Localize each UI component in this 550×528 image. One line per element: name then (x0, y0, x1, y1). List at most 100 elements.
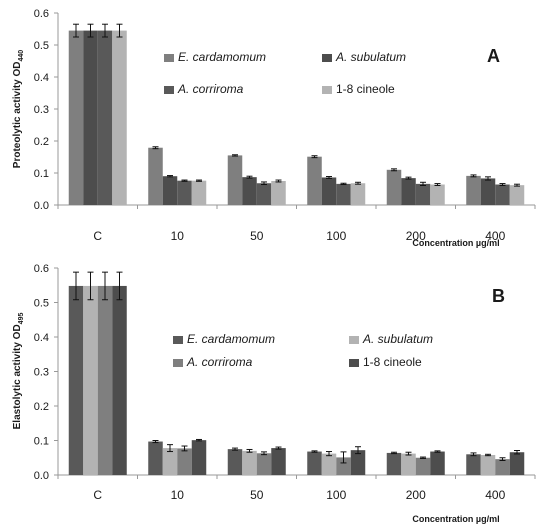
legend-label: 1-8 cineole (336, 82, 395, 96)
y-axis-title: Elastolytic activity OD495 (12, 313, 25, 430)
legend-label: A. subulatum (362, 332, 433, 346)
y-tick-label: 0.2 (34, 136, 49, 148)
y-tick-label: 0.1 (34, 168, 49, 180)
x-tick-label: C (93, 229, 102, 243)
legend-swatch (173, 359, 183, 367)
y-axis-title-main: Elastolytic activity OD (12, 324, 23, 429)
legend-label: E. cardamomum (178, 50, 266, 64)
bar (162, 176, 178, 205)
bar (227, 155, 243, 205)
y-axis-title-subscript: 495 (18, 313, 25, 325)
x-tick-label: 10 (171, 488, 185, 502)
x-tick-label: 200 (406, 488, 426, 502)
bar (336, 457, 351, 475)
bar (177, 180, 192, 205)
bar (191, 440, 207, 475)
bar (350, 183, 366, 205)
x-tick-label: 100 (326, 229, 346, 243)
panel-letter: A (487, 46, 500, 66)
legend-swatch (349, 359, 359, 367)
legend-swatch (322, 54, 332, 62)
bar (430, 451, 445, 475)
legend-swatch (173, 336, 183, 344)
legend-swatch (164, 54, 174, 62)
legend-label: E. cardamomum (187, 332, 275, 346)
bar (68, 30, 84, 205)
bar (97, 30, 113, 205)
x-tick-label: 50 (250, 488, 264, 502)
bar (495, 184, 510, 205)
y-tick-label: 0.3 (34, 104, 49, 116)
y-tick-label: 0.1 (34, 436, 49, 448)
bar (386, 169, 402, 205)
legend-label: A. corriroma (186, 355, 253, 369)
x-tick-label: C (93, 488, 102, 502)
bar (466, 454, 481, 475)
y-tick-label: 0.5 (34, 40, 49, 52)
bar (415, 183, 431, 205)
y-tick-label: 0.4 (34, 332, 49, 344)
x-axis-title: Concentration µg/ml (412, 238, 499, 248)
bar (83, 285, 98, 475)
bar (242, 177, 257, 205)
bar (480, 178, 496, 205)
x-tick-label: 10 (171, 229, 185, 243)
y-axis-title-main: Proteolytic activity OD (12, 61, 23, 168)
y-tick-label: 0.3 (34, 367, 49, 379)
bar (386, 452, 402, 475)
bar (112, 30, 127, 205)
bar (430, 184, 445, 205)
y-tick-label: 0.6 (34, 263, 49, 275)
x-tick-label: 200 (406, 229, 426, 243)
bar (271, 181, 286, 205)
panel-b-chart: 0.0 0.1 0.2 0.3 0.4 0.5 0.6 C 10 50 100 200 400 E. ca… (12, 263, 536, 524)
y-tick-label: 0.0 (34, 200, 49, 212)
bar (83, 30, 98, 205)
bar (509, 185, 525, 205)
bar (466, 175, 481, 205)
legend-label: A. corriroma (177, 82, 244, 96)
bar (509, 452, 525, 475)
legend-swatch (164, 86, 174, 94)
bar (415, 457, 431, 475)
bar (401, 178, 416, 205)
bar (148, 441, 163, 475)
bar (307, 156, 322, 205)
y-tick-label: 0.6 (34, 8, 49, 20)
panel-a-chart: 0.0 0.1 0.2 0.3 0.4 0.5 0.6 C 10 50 100 200 400 E. ca… (12, 8, 536, 248)
bar (401, 453, 416, 475)
bar (495, 459, 510, 475)
x-tick-label: 100 (326, 488, 346, 502)
bar (271, 448, 286, 475)
bar (256, 453, 272, 475)
bar (480, 454, 496, 475)
y-tick-label: 0.2 (34, 401, 49, 413)
x-tick-label: 50 (250, 229, 264, 243)
legend-label: 1-8 cineole (363, 355, 422, 369)
bar (68, 285, 84, 475)
legend-label: A. subulatum (335, 50, 406, 64)
y-tick-label: 0.5 (34, 298, 49, 310)
bar (227, 449, 243, 475)
bar (191, 180, 207, 205)
bar (177, 448, 192, 475)
bar (162, 448, 178, 475)
bar (148, 147, 163, 205)
x-tick-label: 400 (485, 229, 505, 243)
bar (256, 183, 272, 205)
bar (97, 285, 113, 475)
legend-swatch (349, 336, 359, 344)
bar (336, 183, 351, 205)
bar (350, 450, 366, 475)
panel-letter: B (492, 286, 505, 306)
x-tick-label: 400 (485, 488, 505, 502)
legend-swatch (322, 86, 332, 94)
y-axis-title: Proteolytic activity OD440 (12, 50, 25, 168)
bar (307, 451, 322, 475)
bar (242, 450, 257, 475)
bar (321, 177, 337, 205)
y-tick-label: 0.4 (34, 72, 49, 84)
bar (321, 453, 337, 475)
y-axis-title-subscript: 440 (18, 50, 25, 62)
